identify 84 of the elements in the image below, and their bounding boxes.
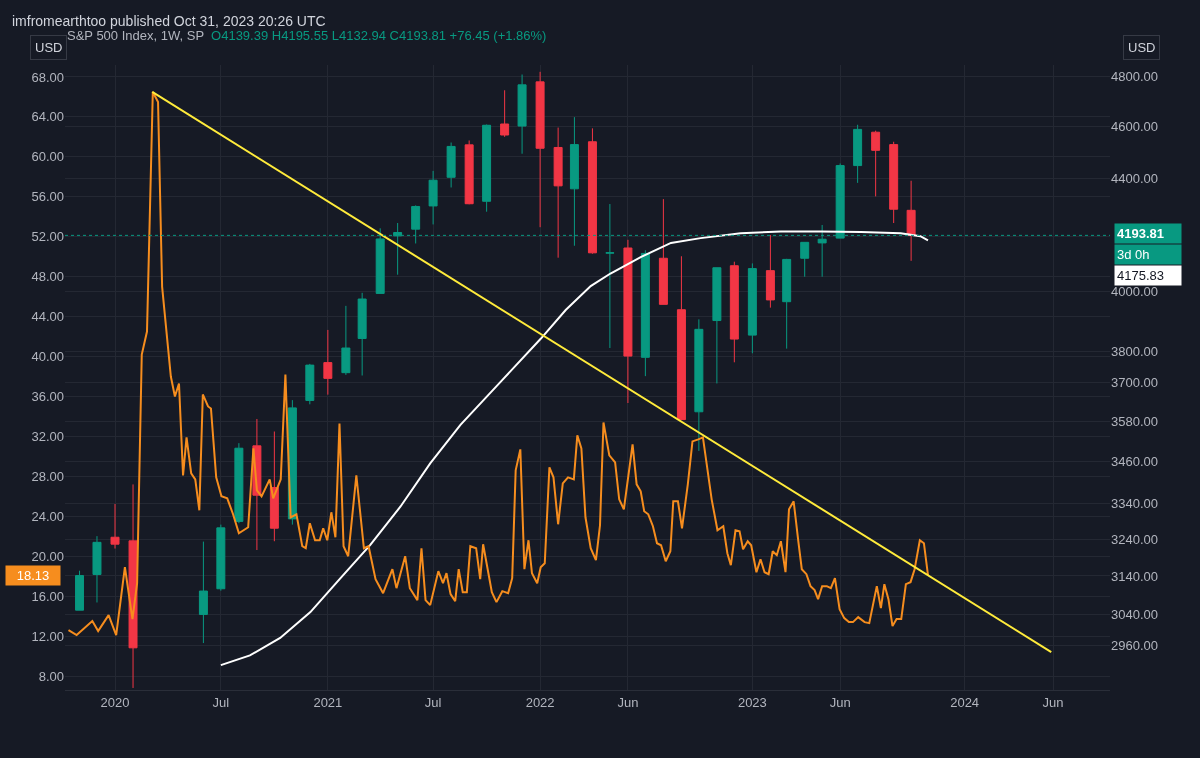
candlestick — [694, 318, 704, 452]
y-tick-label: 12.00 — [31, 628, 64, 644]
candlestick — [75, 570, 85, 611]
x-tick-label: 2024 — [950, 694, 980, 710]
y-tick-label: 44.00 — [31, 309, 64, 325]
candlestick — [553, 127, 563, 259]
candlestick — [535, 71, 545, 228]
candlestick — [712, 267, 722, 384]
y2-tick-label: 4000.00 — [1111, 283, 1158, 299]
y-tick-label: 40.00 — [31, 349, 64, 365]
candlestick — [906, 180, 916, 262]
candlestick — [198, 541, 208, 644]
chart-subtitle: O4139.39 H4195.55 L4132.94 C4193.81 +76.45 (+1.86%) — [211, 28, 547, 43]
y2-tick-label: 4800.00 — [1111, 69, 1158, 85]
candlestick — [658, 198, 668, 305]
y-tick-label: 68.00 — [31, 69, 64, 85]
y2-tick-label: 3240.00 — [1111, 531, 1158, 547]
text: imfromearthtoo published Oct 31, 2023 20:26 UTC — [12, 13, 326, 29]
y-tick-label: 32.00 — [31, 428, 64, 444]
y2-tick-label: 4600.00 — [1111, 119, 1158, 135]
text: 4175.83 — [1117, 268, 1164, 283]
y2-tick-label: 3800.00 — [1111, 343, 1158, 359]
candlestick — [765, 234, 775, 309]
candlestick — [110, 503, 120, 550]
candlestick — [357, 292, 367, 377]
candlestick — [871, 130, 881, 197]
candlestick — [623, 239, 633, 404]
candlestick — [341, 305, 351, 376]
candlestick — [729, 261, 739, 363]
candlestick — [517, 74, 527, 155]
y-tick-label: 60.00 — [31, 149, 64, 165]
y-tick-label: 16.00 — [31, 588, 64, 604]
y-tick-label: 28.00 — [31, 468, 64, 484]
candlestick — [782, 258, 792, 350]
ref-line-label: 4193.81 — [1117, 226, 1164, 241]
x-tick-label: Jul — [424, 694, 442, 710]
y2-tick-label: 4400.00 — [1111, 171, 1158, 187]
candlestick — [464, 139, 474, 205]
x-tick-label: Jun — [617, 694, 639, 710]
chart-title: S&P 500 Index, 1W, SP — [67, 28, 204, 43]
candlestick — [428, 170, 438, 225]
y2-tick-label: 3580.00 — [1111, 414, 1158, 430]
x-tick-label: 2021 — [313, 694, 343, 710]
y2-tick-label: 2960.00 — [1111, 637, 1158, 653]
x-tick-label: Jun — [1042, 694, 1064, 710]
candlestick — [482, 124, 492, 213]
line-series — [219, 230, 929, 667]
candlestick — [500, 89, 510, 138]
y2-tick-label: 3340.00 — [1111, 495, 1158, 511]
candlestick — [587, 127, 597, 255]
y-tick-label: 8.00 — [38, 668, 64, 684]
y-tick-label: 48.00 — [31, 269, 64, 285]
y2-tick-label: 3700.00 — [1111, 375, 1158, 391]
candlestick — [305, 363, 315, 405]
candlestick — [640, 249, 650, 377]
candlestick — [234, 442, 244, 524]
x-tick-label: 2023 — [737, 694, 767, 710]
candlestick — [889, 141, 899, 224]
x-tick-label: Jul — [212, 694, 230, 710]
y2-tick-label: 3460.00 — [1111, 454, 1158, 470]
candlestick — [853, 124, 863, 184]
y-tick-label: 24.00 — [31, 508, 64, 524]
text: 18.13 — [16, 568, 50, 583]
y-tick-label: 20.00 — [31, 548, 64, 564]
y-tick-label: 64.00 — [31, 109, 64, 125]
x-tick-label: 2022 — [525, 694, 555, 710]
candlestick — [92, 535, 102, 603]
candlestick — [747, 262, 757, 354]
candlestick — [216, 524, 226, 592]
line-series — [67, 90, 929, 637]
y2-axis-title: USD — [1128, 40, 1156, 55]
text: 3d 0h — [1117, 247, 1150, 262]
y-tick-label: 52.00 — [31, 229, 64, 245]
candlestick — [323, 329, 333, 396]
x-tick-label: 2020 — [100, 694, 130, 710]
y-tick-label: 36.00 — [31, 389, 64, 405]
y-tick-label: 56.00 — [31, 189, 64, 205]
x-tick-label: Jun — [829, 694, 851, 710]
y2-tick-label: 3140.00 — [1111, 568, 1158, 584]
candlestick — [800, 241, 810, 278]
candlestick — [676, 255, 686, 421]
y-axis-title: USD — [35, 40, 63, 55]
candlestick — [446, 142, 456, 188]
y2-tick-label: 3040.00 — [1111, 606, 1158, 622]
